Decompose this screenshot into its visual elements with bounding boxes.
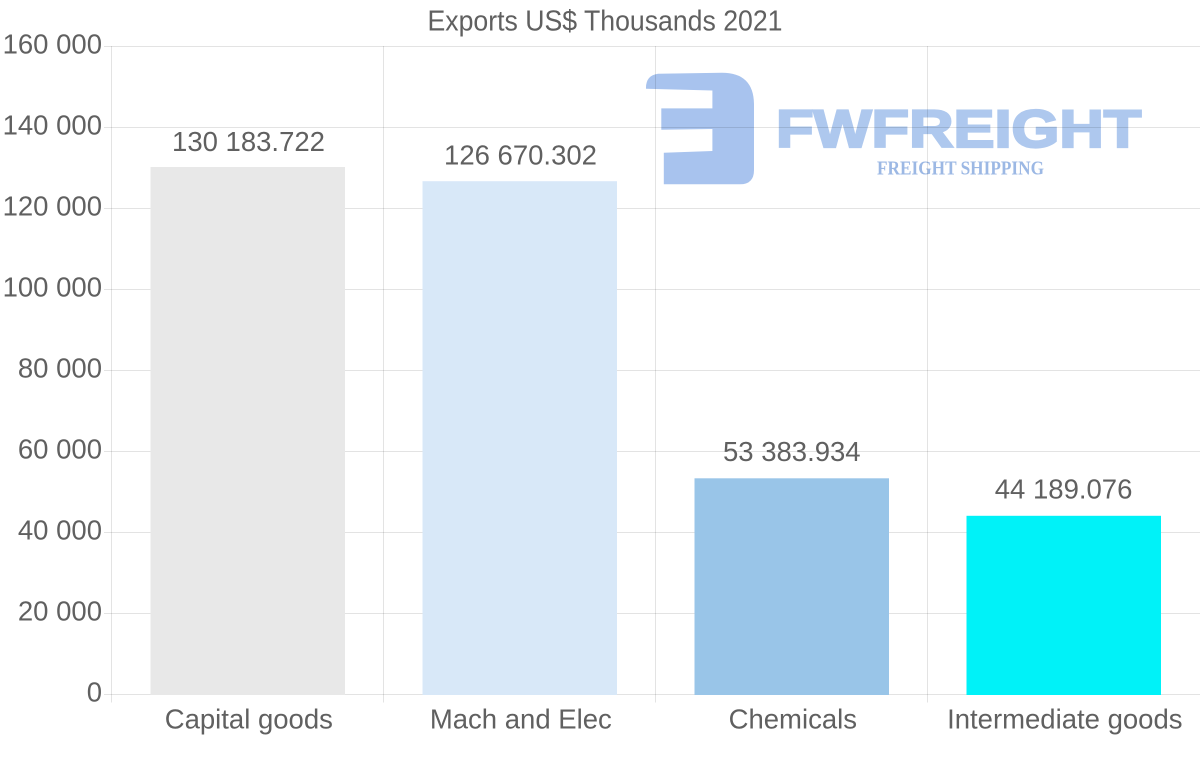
svg-text:44 189.076: 44 189.076 <box>995 473 1133 504</box>
svg-text:FREIGHT SHIPPING: FREIGHT SHIPPING <box>877 158 1044 180</box>
svg-text:160 000: 160 000 <box>3 29 102 60</box>
svg-text:140 000: 140 000 <box>3 110 102 141</box>
svg-text:126 670.302: 126 670.302 <box>444 140 597 171</box>
svg-text:0: 0 <box>87 677 102 708</box>
svg-text:Mach and Elec: Mach and Elec <box>430 703 612 734</box>
svg-text:60 000: 60 000 <box>18 434 102 465</box>
svg-text:100 000: 100 000 <box>3 272 102 303</box>
svg-text:Intermediate goods: Intermediate goods <box>947 703 1182 734</box>
svg-text:40 000: 40 000 <box>18 515 102 546</box>
svg-text:Exports US$ Thousands 2021: Exports US$ Thousands 2021 <box>428 6 783 38</box>
svg-text:FWFREIGHT: FWFREIGHT <box>776 100 1141 159</box>
svg-text:130 183.722: 130 183.722 <box>172 126 325 157</box>
svg-text:20 000: 20 000 <box>18 596 102 627</box>
svg-text:80 000: 80 000 <box>18 353 102 384</box>
svg-text:53 383.934: 53 383.934 <box>723 436 861 467</box>
svg-text:Capital goods: Capital goods <box>165 703 333 734</box>
svg-text:120 000: 120 000 <box>3 191 102 222</box>
svg-text:Chemicals: Chemicals <box>729 703 857 734</box>
